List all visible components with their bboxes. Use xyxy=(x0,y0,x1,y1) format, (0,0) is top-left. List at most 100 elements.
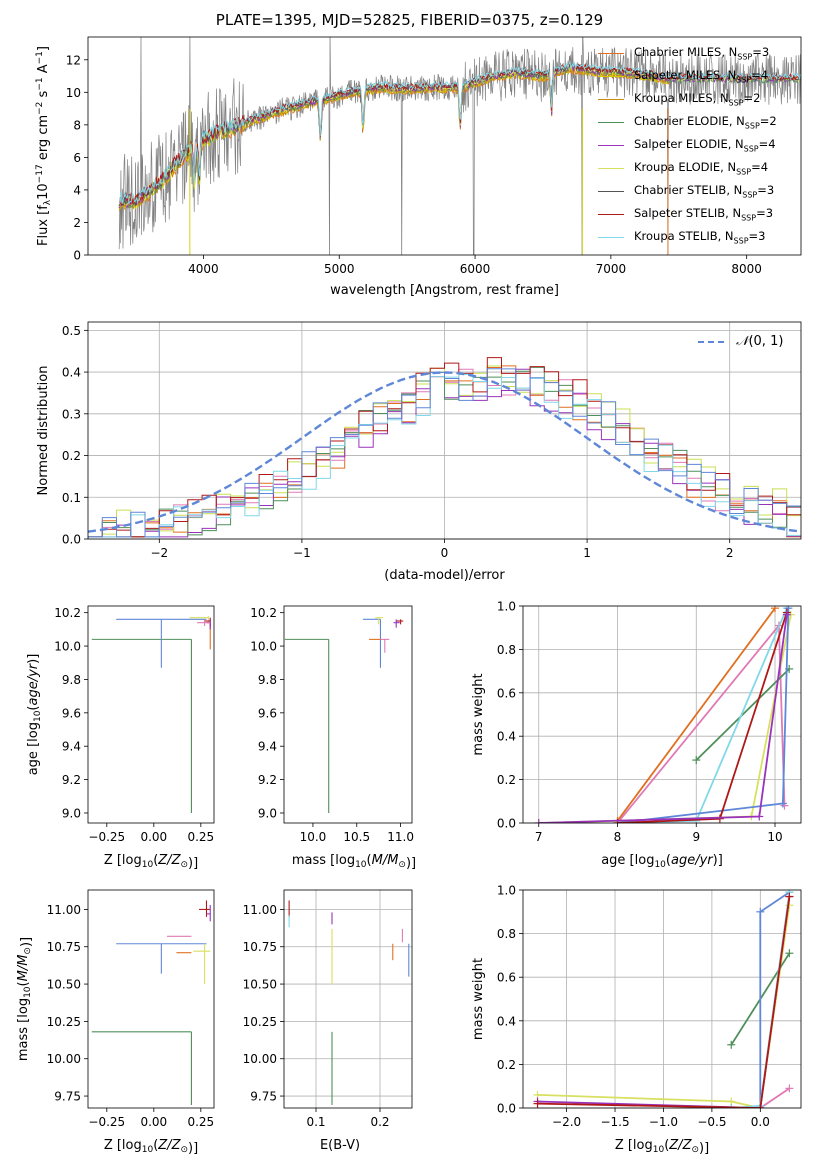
legend-swatch xyxy=(598,53,624,54)
legend-label: Salpeter ELODIE, NSSP=4 xyxy=(634,137,776,154)
y-axis-label: Flux [fλ10−17 erg cm−2 s−1 A−1] xyxy=(35,46,53,246)
legend-swatch xyxy=(598,122,624,123)
legend-swatch xyxy=(598,237,624,238)
errorbar-point xyxy=(206,904,211,922)
weight-line xyxy=(537,896,791,1108)
errorbar-point xyxy=(375,617,384,625)
y-axis-label: mass weight xyxy=(471,673,486,755)
y-tick-label: 1.0 xyxy=(497,600,516,614)
errorbar-point xyxy=(393,619,400,628)
x-tick-label: 0.25 xyxy=(187,830,214,844)
y-tick-label: 0.8 xyxy=(497,643,516,657)
normal-curve xyxy=(88,371,801,533)
y-tick-label: 0.0 xyxy=(497,1102,516,1116)
x-tick-label: 0.0 xyxy=(751,1115,770,1129)
legend-entry: Chabrier ELODIE, NSSP=2 xyxy=(596,113,818,136)
weight-line xyxy=(616,607,776,822)
errorbar-point xyxy=(362,618,381,668)
x-tick-label: 0.00 xyxy=(140,1115,167,1129)
series-kroupa-stelib xyxy=(118,60,801,206)
y-tick-label: 9.2 xyxy=(62,773,81,787)
weight-line xyxy=(538,614,788,823)
x-axis-label: Z [log10(Z/Z⊙)] xyxy=(104,853,198,871)
y-tick-label: 0.2 xyxy=(62,449,81,463)
axes-frame xyxy=(283,889,413,1109)
y-tick-label: 10.75 xyxy=(243,940,277,954)
plot-area-massweight-vs-age xyxy=(534,606,795,823)
y-tick-label: 9.0 xyxy=(258,806,277,820)
y-tick-label: 0.8 xyxy=(497,927,516,941)
errorbar-point xyxy=(116,618,207,668)
errorbar-point xyxy=(380,638,390,653)
x-tick-label: 0 xyxy=(441,546,449,560)
y-tick-label: 11.00 xyxy=(47,903,81,917)
y-tick-label: 0.4 xyxy=(62,366,81,380)
legend-label: Kroupa MILES, NSSP=2 xyxy=(634,91,761,108)
x-axis-label: E(B-V) xyxy=(320,1138,360,1153)
panel-age-vs-mass: 10.0 10.5 11.0 9.0 9.2 9.4 9.6 9.8 10.0 10.2 mass … xyxy=(250,605,416,871)
y-tick-label: 4 xyxy=(73,183,81,197)
legend-swatch xyxy=(598,99,624,100)
axes-frame xyxy=(87,605,215,824)
y-tick-label: 0.0 xyxy=(497,817,516,831)
y-tick-label: 10.50 xyxy=(243,978,277,992)
legend-entry: Kroupa ELODIE, NSSP=4 xyxy=(596,159,818,182)
panel-age-vs-z: −0.25 0.00 0.25 9.0 9.2 9.4 9.6 9.8 10.0 10.2 Z [l… xyxy=(26,605,215,871)
weight-series xyxy=(613,606,793,823)
histogram-series xyxy=(88,357,801,539)
panel-mass-vs-z: −0.25 0.00 0.25 9.75 10.00 10.25 10.50 10.75 11.… xyxy=(16,889,215,1156)
x-tick-label: 0.00 xyxy=(140,830,167,844)
y-tick-label: 10.0 xyxy=(54,640,81,654)
weight-series xyxy=(533,892,794,1108)
y-tick-label: 12 xyxy=(66,53,81,67)
legend-label-normal: 𝒩 xyxy=(736,334,749,349)
y-tick-label: 10.75 xyxy=(47,940,81,954)
y-tick-label: 0.3 xyxy=(62,407,81,421)
legend-label: Kroupa ELODIE, NSSP=4 xyxy=(634,160,769,177)
legend-label: Chabrier MILES, NSSP=3 xyxy=(634,45,770,62)
panel-residuals: −2 −1 0 1 2 0.0 0.1 0.2 0.3 0.4 0.5 (data-model)/er… xyxy=(36,321,802,583)
y-tick-label: 10.0 xyxy=(250,640,277,654)
x-tick-label: 9 xyxy=(692,830,700,844)
weight-series xyxy=(727,890,794,1108)
y-axis-label: Normed distribution xyxy=(36,366,51,496)
axes-frame xyxy=(87,321,802,540)
legend-label: Salpeter STELIB, NSSP=3 xyxy=(634,206,774,223)
x-tick-label: 11.0 xyxy=(387,830,414,844)
y-tick-label: 9.75 xyxy=(54,1090,81,1104)
x-tick-label: 10.0 xyxy=(300,830,327,844)
errorbar-point xyxy=(116,943,207,974)
x-tick-label: −0.25 xyxy=(88,1115,125,1129)
x-tick-label: 10 xyxy=(767,830,782,844)
y-tick-label: 0 xyxy=(73,249,81,263)
y-tick-label: 0.4 xyxy=(497,1014,516,1028)
y-tick-label: 9.75 xyxy=(250,1090,277,1104)
x-axis-label: Z [log10(Z/Z⊙)] xyxy=(615,1138,709,1156)
panel-spectrum: 4000 5000 6000 7000 8000 0 2 4 6 8 10 12 wavelength … xyxy=(35,36,802,298)
x-tick-label: −2 xyxy=(150,546,168,560)
legend-swatch xyxy=(598,76,624,77)
legend-swatch xyxy=(598,168,624,169)
x-tick-label: 1 xyxy=(583,546,591,560)
x-tick-label: 0.25 xyxy=(187,1115,214,1129)
errorbar-point xyxy=(197,619,211,627)
y-tick-label: 10.2 xyxy=(250,606,277,620)
plot-area-mass-vs-ebv xyxy=(288,900,410,1106)
legend-label: Salpeter MILES, NSSP=4 xyxy=(634,68,769,85)
panel-massweight-vs-z: −2.0 −1.5 −1.0 −0.5 0.0 0.0 0.2 0.4 0.6 0.8 1.0 mas… xyxy=(471,884,802,1156)
x-tick-label: 0.1 xyxy=(306,1115,325,1129)
axes-frame xyxy=(283,605,413,824)
x-tick-label: 7 xyxy=(535,830,543,844)
y-tick-label: 10 xyxy=(66,86,81,100)
x-tick-label: −0.5 xyxy=(697,1115,726,1129)
y-tick-label: 0.1 xyxy=(62,491,81,505)
x-tick-label: −1.5 xyxy=(600,1115,629,1129)
y-tick-label: 9.6 xyxy=(258,706,277,720)
legend-swatch xyxy=(598,214,624,215)
y-tick-label: 9.4 xyxy=(258,740,277,754)
y-tick-label: 1.0 xyxy=(497,884,516,898)
weight-line xyxy=(731,1087,790,1108)
y-tick-label: 0.2 xyxy=(497,773,516,787)
errorbar-point xyxy=(284,638,330,813)
